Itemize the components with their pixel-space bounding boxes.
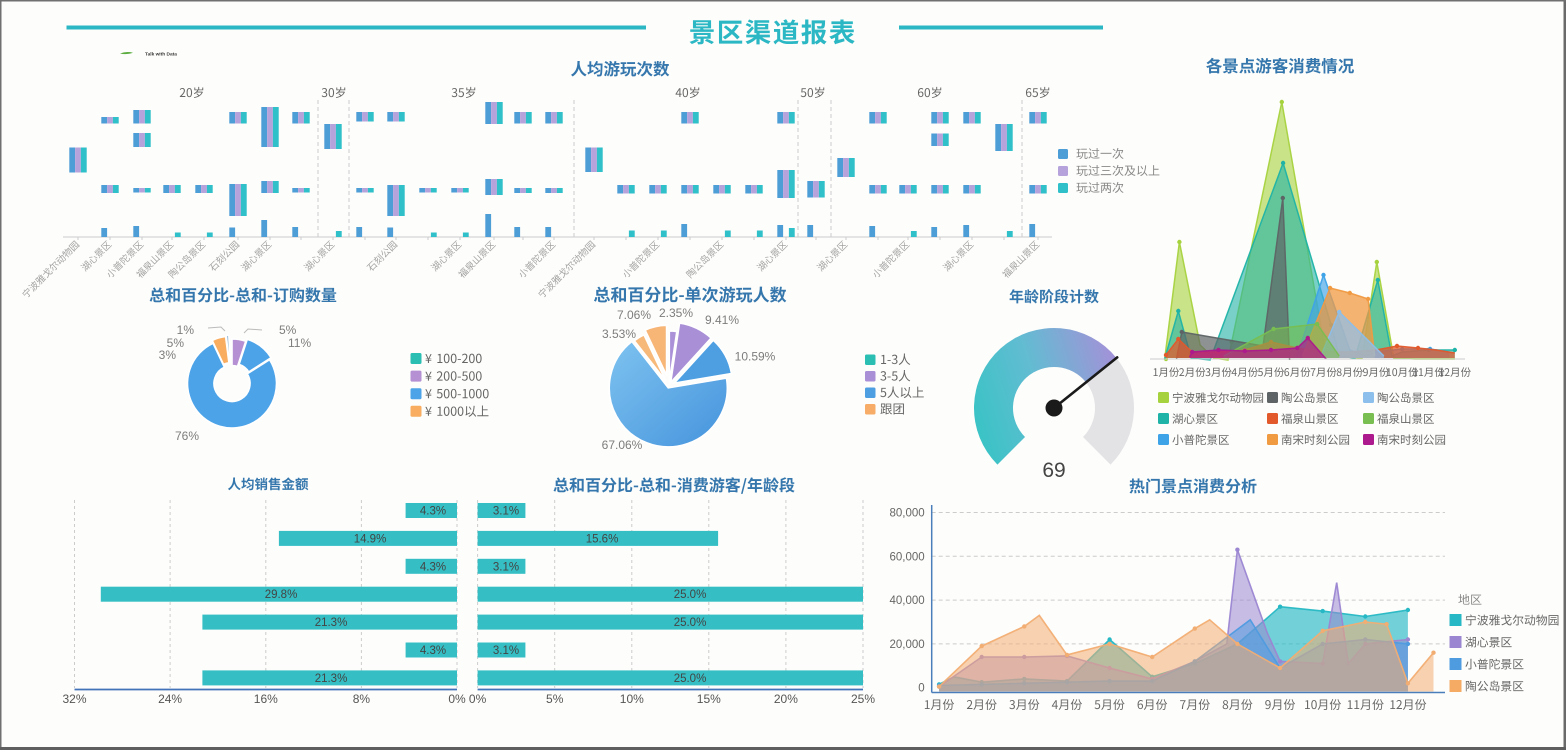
svg-text:25.0%: 25.0% xyxy=(674,617,707,629)
svg-text:7.06%: 7.06% xyxy=(617,308,651,322)
svg-text:4.3%: 4.3% xyxy=(420,561,446,573)
svg-text:9.41%: 9.41% xyxy=(705,313,739,327)
svg-text:14.9%: 14.9% xyxy=(354,533,387,545)
svg-text:76%: 76% xyxy=(175,429,199,443)
svg-text:0%: 0% xyxy=(469,692,487,706)
svg-text:69: 69 xyxy=(1042,459,1065,482)
svg-text:21.3%: 21.3% xyxy=(315,673,348,685)
svg-text:1%: 1% xyxy=(177,323,195,337)
svg-text:3.1%: 3.1% xyxy=(493,561,519,573)
svg-text:15%: 15% xyxy=(697,692,721,706)
svg-text:10%: 10% xyxy=(620,692,644,706)
svg-text:16%: 16% xyxy=(254,692,278,706)
svg-text:Talk with Data: Talk with Data xyxy=(145,52,177,58)
svg-text:5%: 5% xyxy=(279,323,297,337)
svg-text:0: 0 xyxy=(918,683,924,695)
svg-text:25%: 25% xyxy=(851,692,875,706)
svg-text:67.06%: 67.06% xyxy=(602,438,643,452)
svg-text:20,000: 20,000 xyxy=(890,639,925,651)
svg-text:40,000: 40,000 xyxy=(890,595,925,607)
svg-text:21.3%: 21.3% xyxy=(315,617,348,629)
svg-text:25.0%: 25.0% xyxy=(674,589,707,601)
svg-text:29.8%: 29.8% xyxy=(265,589,298,601)
svg-text:11%: 11% xyxy=(288,336,311,350)
svg-text:3.1%: 3.1% xyxy=(493,645,519,657)
svg-text:15.6%: 15.6% xyxy=(586,533,619,545)
svg-text:3.53%: 3.53% xyxy=(602,327,636,341)
svg-text:32%: 32% xyxy=(62,692,86,706)
svg-text:2.35%: 2.35% xyxy=(659,306,693,320)
svg-text:60,000: 60,000 xyxy=(890,551,925,563)
svg-text:0%: 0% xyxy=(448,692,466,706)
svg-text:3.1%: 3.1% xyxy=(493,506,519,518)
svg-text:5%: 5% xyxy=(546,692,564,706)
svg-text:24%: 24% xyxy=(158,692,182,706)
svg-text:10.59%: 10.59% xyxy=(735,350,776,364)
svg-text:4.3%: 4.3% xyxy=(420,645,446,657)
svg-text:25.0%: 25.0% xyxy=(674,673,707,685)
svg-text:80,000: 80,000 xyxy=(890,508,925,520)
svg-text:4.3%: 4.3% xyxy=(420,506,446,518)
svg-text:20%: 20% xyxy=(774,692,798,706)
svg-text:8%: 8% xyxy=(353,692,371,706)
svg-text:3%: 3% xyxy=(159,348,177,362)
